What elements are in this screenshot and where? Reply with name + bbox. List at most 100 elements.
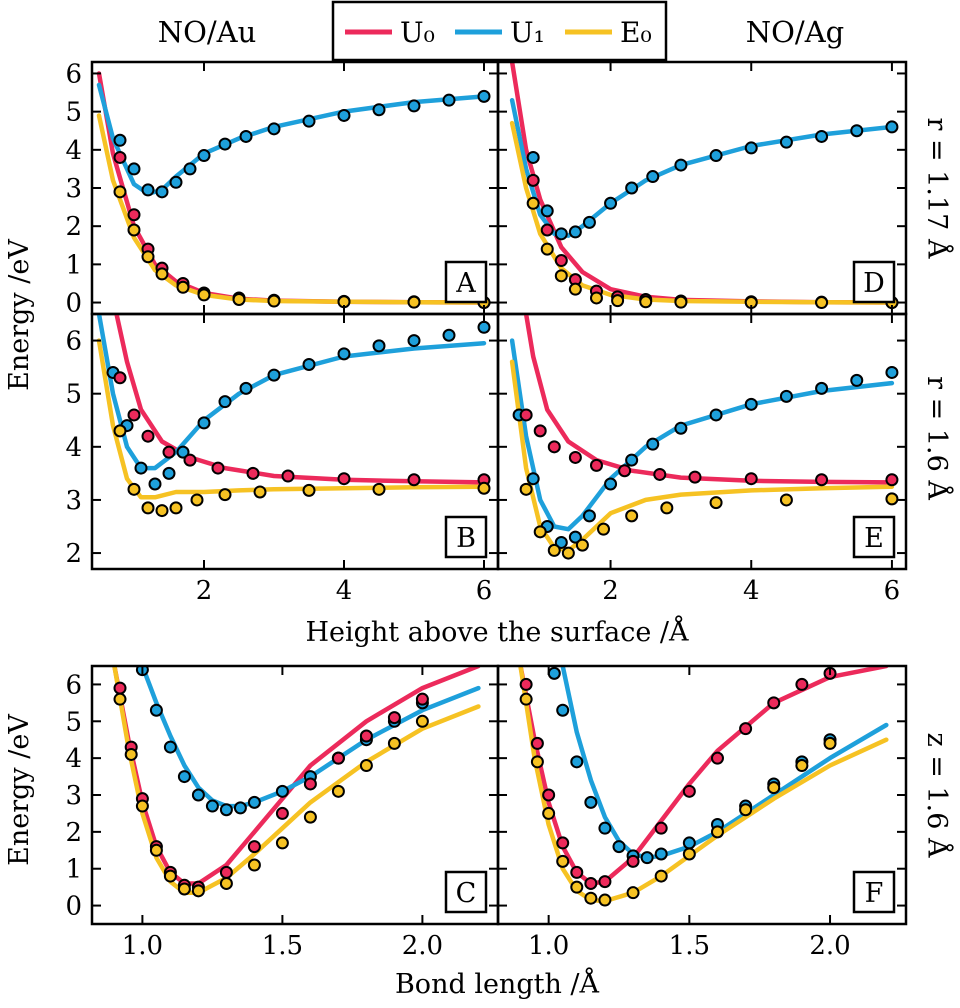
x-tick-label: 1.5 (262, 931, 303, 961)
data-point (779, 135, 793, 149)
panel-letter-box (444, 515, 488, 559)
data-point (442, 328, 456, 342)
data-point (612, 840, 626, 854)
data-point (113, 692, 127, 706)
x-tick-label: 1.0 (528, 931, 569, 961)
data-point (407, 99, 421, 113)
data-point (253, 485, 267, 499)
data-point (302, 483, 316, 497)
series-line-E₀ (112, 666, 481, 895)
y-tick-label: 3 (65, 486, 82, 516)
data-point (526, 150, 540, 164)
data-point (885, 120, 899, 134)
data-point (660, 501, 674, 515)
panel-frame (90, 312, 500, 571)
x-tick-label: 2 (196, 576, 213, 606)
data-point (233, 801, 247, 815)
data-point (163, 740, 177, 754)
data-point (113, 371, 127, 385)
data-point (407, 295, 421, 309)
x-tick-label: 1.5 (669, 931, 710, 961)
y-axis-label-top: Energy /eV (4, 239, 35, 391)
data-point (547, 440, 561, 454)
data-point (127, 408, 141, 422)
data-point (568, 450, 582, 464)
x-tick-label: 6 (476, 576, 493, 606)
data-point (239, 381, 253, 395)
data-point (526, 173, 540, 187)
data-point (218, 137, 232, 151)
data-point (779, 493, 793, 507)
data-point (337, 108, 351, 122)
data-point (709, 408, 723, 422)
panel-letter-box (852, 260, 896, 304)
data-point (547, 666, 561, 680)
data-point (372, 103, 386, 117)
data-point (477, 89, 491, 103)
data-point (239, 129, 253, 143)
data-point (113, 681, 127, 695)
data-point (127, 223, 141, 237)
data-point (387, 736, 401, 750)
data-point (218, 395, 232, 409)
plot-area (509, 62, 899, 310)
data-point (190, 493, 204, 507)
panel-letter-box (444, 870, 488, 914)
data-point (575, 538, 589, 552)
panel-E: 2 4 6E (496, 312, 908, 606)
data-point (674, 421, 688, 435)
data-point (654, 821, 668, 835)
data-point (141, 501, 155, 515)
data-point (530, 736, 544, 750)
data-point (626, 854, 640, 868)
data-point (275, 784, 289, 798)
data-point (148, 477, 162, 491)
column-title-ag: NO/Ag (746, 15, 844, 49)
panel-letter-box (444, 260, 488, 304)
x-tick-label: 4 (743, 576, 760, 606)
plot-area (112, 666, 481, 898)
data-point (519, 677, 533, 691)
data-point (359, 759, 373, 773)
data-point (127, 482, 141, 496)
y-tick-label: 3 (65, 174, 82, 204)
data-point (554, 227, 568, 241)
panel-letter-box (852, 515, 896, 559)
data-point (337, 347, 351, 361)
data-point (570, 755, 584, 769)
data-point (359, 729, 373, 743)
series-line-E₀ (96, 338, 487, 500)
data-point (547, 543, 561, 557)
data-point (197, 288, 211, 302)
data-point (584, 891, 598, 905)
y-tick-label: 4 (65, 744, 82, 774)
data-point (176, 280, 190, 294)
row-label-3: z = 1.6 Å (921, 732, 954, 858)
y-tick-label: 6 (65, 59, 82, 89)
data-point (850, 373, 864, 387)
data-point (604, 477, 618, 491)
y-tick-label: 5 (65, 707, 82, 737)
data-point (372, 339, 386, 353)
y-axis-label-bottom: Energy /eV (4, 714, 35, 866)
data-point (127, 162, 141, 176)
series-line-U₁ (509, 338, 895, 532)
panel-letter: D (863, 268, 885, 299)
x-tick-label: 2 (602, 576, 619, 606)
y-tick-label: 2 (65, 212, 82, 242)
data-point (795, 759, 809, 773)
data-point (625, 453, 639, 467)
data-point (744, 397, 758, 411)
data-point (710, 825, 724, 839)
data-point (568, 530, 582, 544)
data-point (646, 437, 660, 451)
data-point (533, 525, 547, 539)
data-point (598, 821, 612, 835)
series-line-U₁ (140, 666, 481, 809)
data-point (598, 893, 612, 907)
data-point (267, 368, 281, 382)
data-point (183, 453, 197, 467)
